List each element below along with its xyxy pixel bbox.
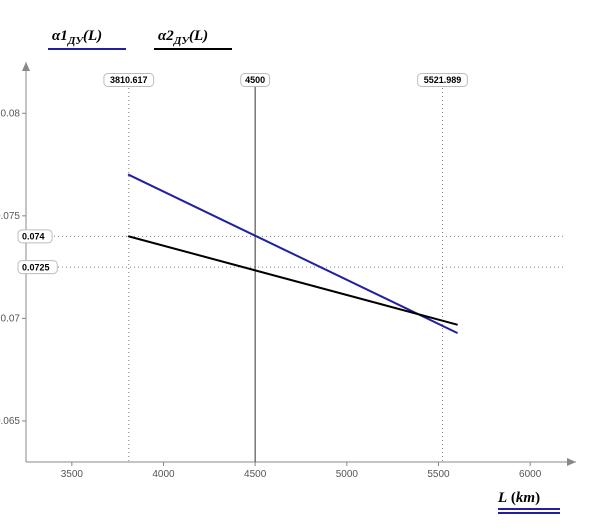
x-axis-label-main: L: [498, 490, 507, 506]
x-axis-label-open: (: [507, 490, 516, 506]
hline-label: 0.074: [18, 230, 52, 243]
x-axis-label: L (km): [498, 490, 540, 507]
series-alpha1: [129, 175, 457, 333]
chart-svg: 3500400045005000550060000.0650.070.0750.…: [0, 0, 591, 529]
x-tick-label: 4500: [244, 469, 267, 480]
legend-alpha2-prefix: α2: [158, 28, 174, 44]
x-tick-label: 5500: [427, 469, 450, 480]
legend-alpha1-suffix: (L): [83, 28, 102, 44]
svg-text:0.074: 0.074: [22, 232, 45, 242]
legend-alpha2-suffix: (L): [189, 28, 208, 44]
chart-container: α1ДУ(L) α2ДУ(L) L (km) 35004000450050005…: [0, 0, 591, 529]
legend-item-alpha1: α1ДУ(L): [52, 28, 102, 47]
x-tick-label: 6000: [519, 469, 542, 480]
vline-label: 3810.617: [104, 74, 154, 87]
legend-alpha2-sub: ДУ: [174, 35, 189, 47]
svg-text:3810.617: 3810.617: [110, 75, 148, 85]
legend-item-alpha2: α2ДУ(L): [158, 28, 208, 47]
x-axis-label-close: ): [535, 490, 540, 506]
legend-alpha1-prefix: α1: [52, 28, 68, 44]
x-axis-label-underline: [498, 508, 560, 510]
vline-label: 4500: [241, 74, 270, 87]
legend-alpha1-underline: [48, 48, 126, 50]
x-tick-label: 4000: [152, 469, 175, 480]
svg-text:5521.989: 5521.989: [424, 75, 462, 85]
y-tick-label: 0.07: [1, 313, 21, 324]
svg-text:4500: 4500: [245, 75, 265, 85]
y-tick-label: 0.08: [1, 108, 21, 119]
legend-alpha2-underline: [154, 48, 232, 50]
vline-label: 5521.989: [418, 74, 468, 87]
x-tick-label: 3500: [61, 469, 84, 480]
y-tick-label: 0.065: [0, 416, 20, 427]
y-tick-label: 0.075: [0, 211, 20, 222]
legend-alpha1-sub: ДУ: [68, 35, 83, 47]
hline-label: 0.0725: [18, 261, 57, 274]
series-alpha2: [129, 236, 457, 324]
x-tick-label: 5000: [336, 469, 359, 480]
svg-text:0.0725: 0.0725: [22, 262, 50, 272]
x-axis-label-underline2: [498, 512, 560, 514]
x-axis-label-unit: km: [516, 490, 535, 506]
